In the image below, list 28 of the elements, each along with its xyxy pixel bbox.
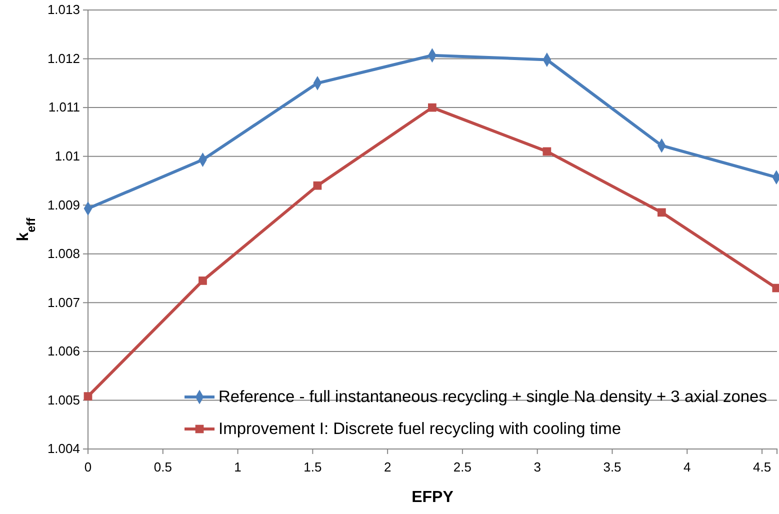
x-axis-title: EFPY (412, 489, 454, 506)
x-tick-label: 4 (684, 459, 691, 474)
point (198, 276, 207, 285)
x-tick-label: 2 (384, 459, 392, 474)
x-tick-label: 4.5 (752, 459, 772, 474)
point (313, 181, 322, 190)
y-tick-label: 1.007 (47, 294, 80, 310)
point (657, 208, 666, 217)
x-tick-label: 1.5 (304, 459, 322, 474)
y-tick-label: 1.011 (48, 100, 80, 115)
x-tick-label: 1 (234, 459, 242, 474)
y-tick-label: 1.012 (47, 50, 80, 66)
legend-label: Reference - full instantaneous recycling + single Na density + 3 axial zones (218, 388, 767, 406)
y-tick-label: 1.008 (47, 246, 80, 262)
y-tick-label: 1.005 (47, 392, 80, 408)
legend-label: Improvement I: Discrete fuel recycling with cooling time (218, 420, 622, 438)
x-tick-label: 2.5 (453, 459, 472, 474)
x-tick-label: 3 (534, 459, 541, 474)
point (428, 103, 436, 112)
y-tick-label: 1.009 (47, 197, 80, 212)
y-tick-label: 1.013 (47, 2, 80, 18)
point (542, 147, 552, 156)
x-tick-label: 0.5 (154, 459, 172, 474)
y-tick-label: 1.004 (47, 441, 80, 456)
x-tick-label: 0 (84, 459, 92, 474)
y-tick-label: 1.006 (47, 344, 80, 359)
y-tick-label: 1.01 (54, 148, 80, 164)
x-tick-label: 3.5 (603, 459, 622, 474)
